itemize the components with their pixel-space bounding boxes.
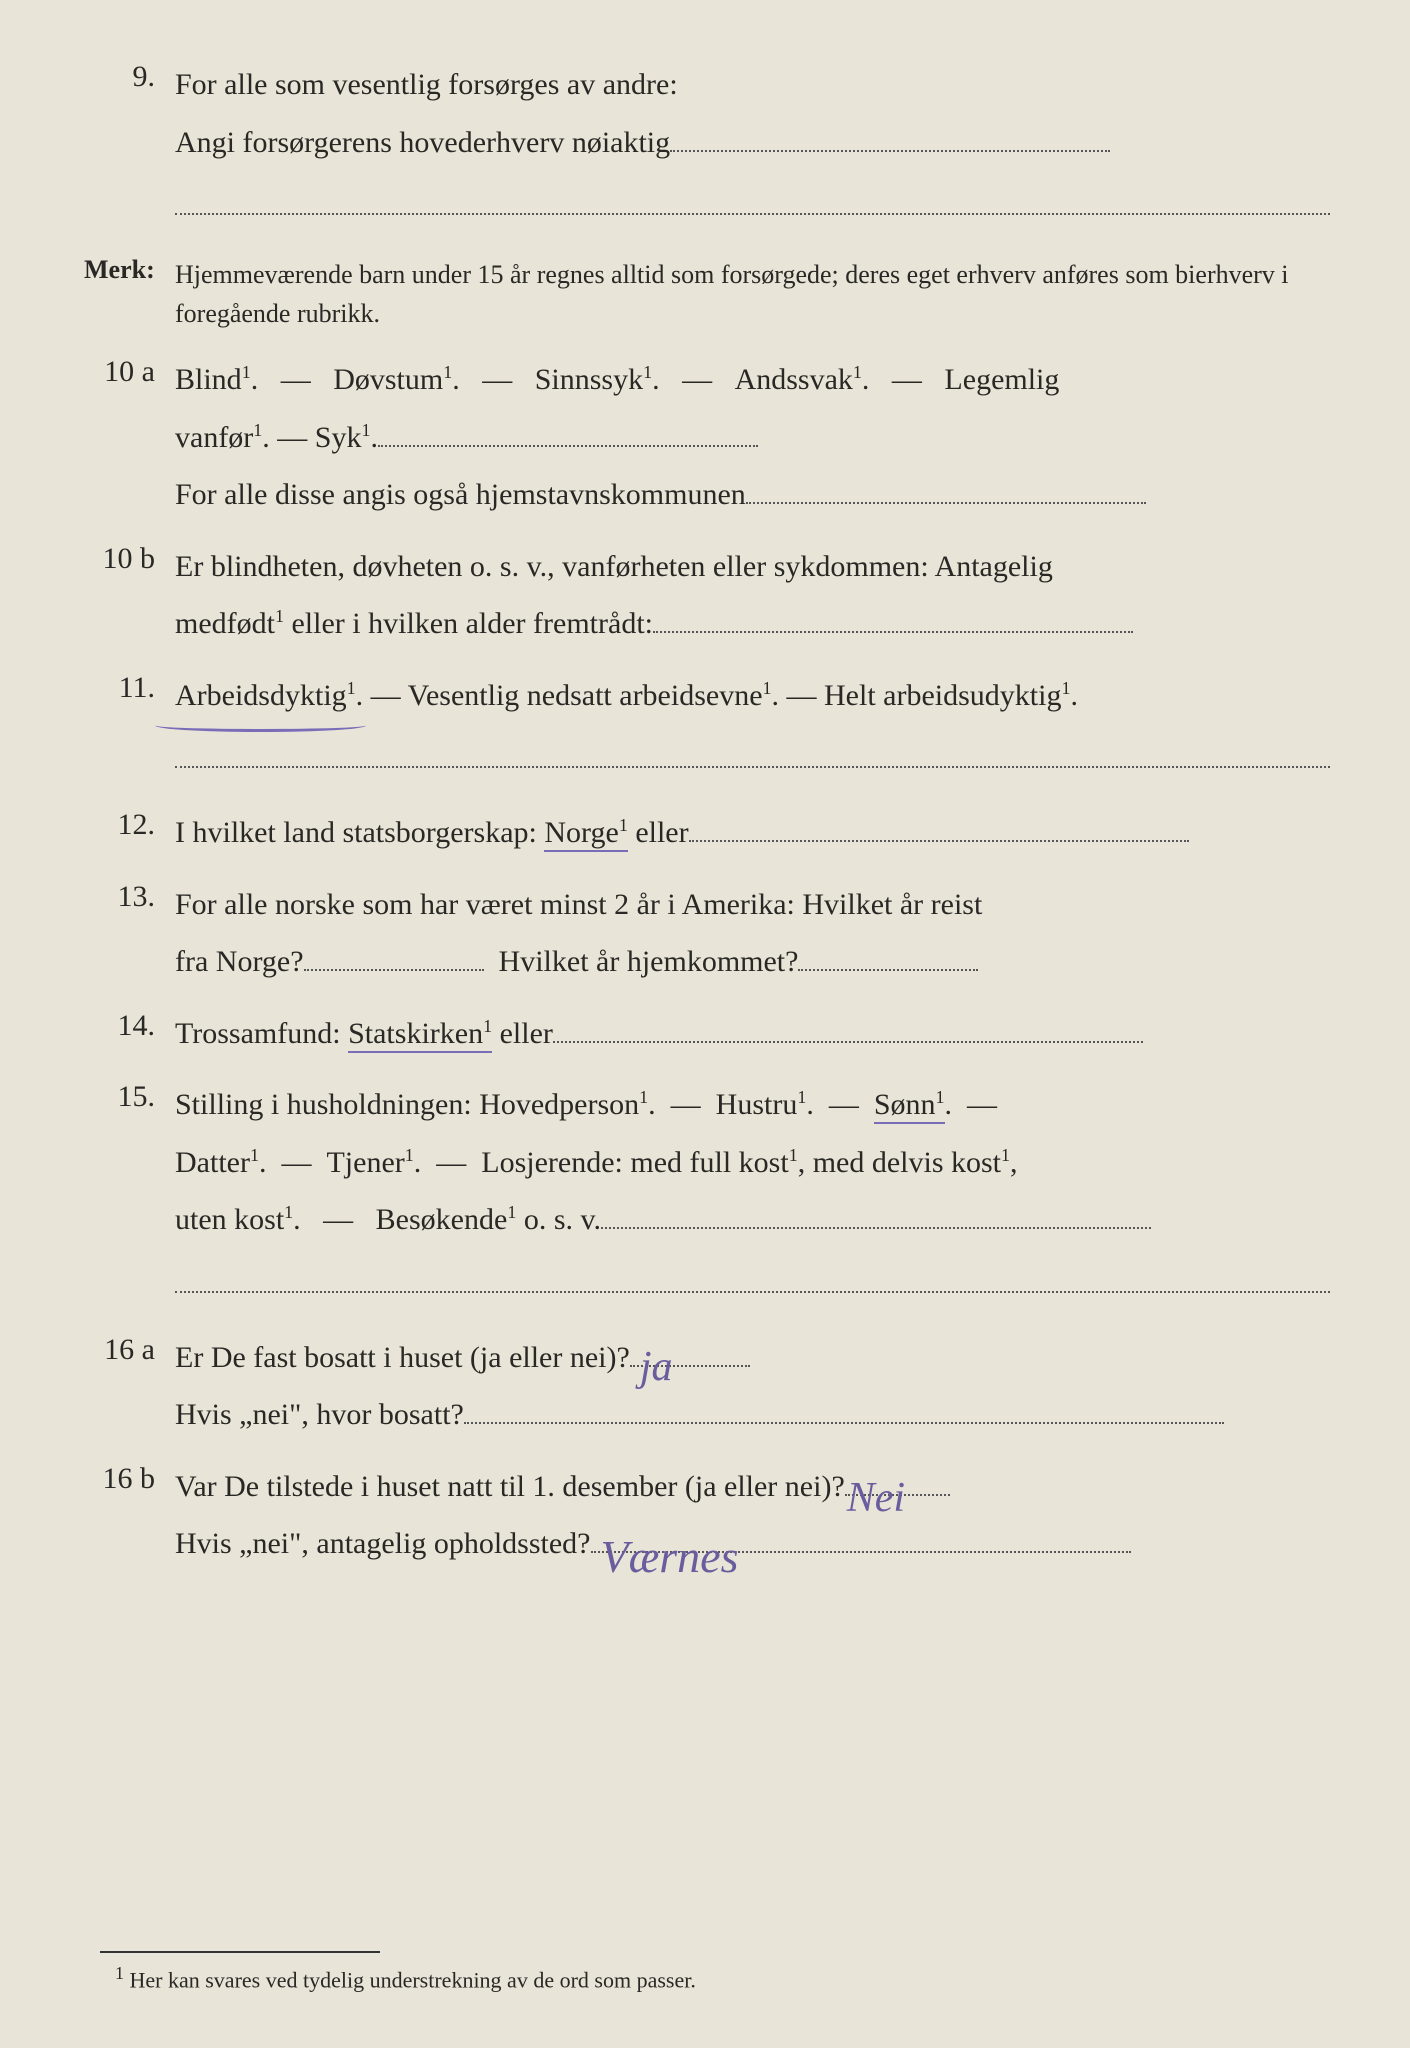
q15-blank[interactable]	[601, 1227, 1151, 1229]
q14-selected: Statskirken1	[348, 1017, 492, 1053]
q10a-options: Blind1. — Døvstum1. — Sinnssyk1. — Andss…	[175, 355, 1330, 405]
q16a-line1: Er De fast bosatt i huset (ja eller nei)…	[175, 1341, 630, 1374]
question-11: 11. Arbeidsdyktig1. — Vesentlig nedsatt …	[80, 671, 1330, 787]
q12-number: 12.	[80, 808, 175, 842]
q10a-blank3[interactable]	[746, 502, 1146, 504]
question-15: 15. Stilling i husholdningen: Hovedperso…	[80, 1080, 1330, 1311]
question-16b: 16 b Var De tilstede i huset natt til 1.…	[80, 1462, 1330, 1569]
q16b-answer2: Værnes	[601, 1519, 739, 1595]
q15-options: Stilling i husholdningen: Hovedperson1. …	[175, 1080, 1330, 1130]
question-10a: 10 a Blind1. — Døvstum1. — Sinnssyk1. — …	[80, 355, 1330, 520]
q13-line2b: Hvilket år hjemkommet?	[499, 945, 799, 978]
question-10b: 10 b Er blindheten, døvheten o. s. v., v…	[80, 542, 1330, 649]
q9-line2: Angi forsørgerens hovederhverv nøiaktig	[175, 126, 670, 159]
q10a-blank[interactable]	[378, 445, 758, 447]
q16b-answer1: Nei	[847, 1464, 905, 1533]
q12-selected: Norge1	[544, 816, 627, 852]
q15-blank-full[interactable]	[175, 1265, 1330, 1293]
footnote-rule	[100, 1951, 380, 1953]
q14-blank[interactable]	[553, 1041, 1143, 1043]
q10a-number: 10 a	[80, 355, 175, 389]
q16b-number: 16 b	[80, 1462, 175, 1496]
q13-blank2[interactable]	[798, 969, 978, 971]
q16a-answer1-field[interactable]: ja	[630, 1365, 750, 1367]
q13-line1: For alle norske som har været minst 2 år…	[175, 880, 1330, 930]
question-16a: 16 a Er De fast bosatt i huset (ja eller…	[80, 1333, 1330, 1440]
q15-selected: Sønn1	[874, 1088, 945, 1124]
question-14: 14. Trossamfund: Statskirken1 eller	[80, 1009, 1330, 1059]
question-12: 12. I hvilket land statsborgerskap: Norg…	[80, 808, 1330, 858]
question-9: 9. For alle som vesentlig forsørges av a…	[80, 60, 1330, 233]
q12-text: I hvilket land statsborgerskap:	[175, 816, 544, 849]
merk-text: Hjemmeværende barn under 15 år regnes al…	[175, 255, 1330, 333]
q15-line2: Datter1. — Tjener1. — Losjerende: med fu…	[175, 1138, 1330, 1188]
q10b-number: 10 b	[80, 542, 175, 576]
q16a-line2: Hvis „nei", hvor bosatt?	[175, 1398, 464, 1431]
q9-blank[interactable]	[670, 150, 1110, 152]
q9-blank-full[interactable]	[175, 187, 1330, 215]
q11-number: 11.	[80, 671, 175, 705]
q12-blank[interactable]	[689, 840, 1189, 842]
q10b-text1: Er blindheten, døvheten o. s. v., vanfør…	[175, 542, 1330, 592]
q9-number: 9.	[80, 60, 175, 94]
q10a-line2: vanfør1. — Syk1.	[175, 413, 1330, 463]
q16a-number: 16 a	[80, 1333, 175, 1367]
q9-line1: For alle som vesentlig forsørges av andr…	[175, 60, 1330, 110]
q13-number: 13.	[80, 880, 175, 914]
question-13: 13. For alle norske som har været minst …	[80, 880, 1330, 987]
q14-number: 14.	[80, 1009, 175, 1043]
q10b-blank[interactable]	[653, 631, 1133, 633]
q15-line3: uten kost1. — Besøkende1 o. s. v.	[175, 1195, 1330, 1245]
q16a-blank2[interactable]	[464, 1422, 1224, 1424]
footnote: 1 Her kan svares ved tydelig understrekn…	[115, 1963, 696, 1993]
q16b-line1: Var De tilstede i huset natt til 1. dese…	[175, 1470, 845, 1503]
q10a-line3: For alle disse angis også hjemstavnskomm…	[175, 478, 746, 511]
q16a-answer1: ja	[640, 1333, 673, 1402]
q16b-answer1-field[interactable]: Nei	[845, 1494, 950, 1496]
q15-number: 15.	[80, 1080, 175, 1114]
q11-blank[interactable]	[175, 740, 1330, 768]
q13-blank1[interactable]	[304, 969, 484, 971]
merk-label: Merk:	[80, 255, 175, 285]
q11-options: Arbeidsdyktig1. — Vesentlig nedsatt arbe…	[175, 671, 1330, 721]
q16b-line2: Hvis „nei", antagelig opholdssted?	[175, 1527, 591, 1560]
q10b-text2b: eller i hvilken alder fremtrådt:	[284, 607, 653, 640]
q14-text: Trossamfund:	[175, 1017, 348, 1050]
q16b-answer2-field[interactable]: Værnes	[591, 1551, 1131, 1553]
note-merk: Merk: Hjemmeværende barn under 15 år reg…	[80, 255, 1330, 333]
q10b-text2a: medfødt	[175, 607, 275, 640]
q13-line2a: fra Norge?	[175, 945, 304, 978]
